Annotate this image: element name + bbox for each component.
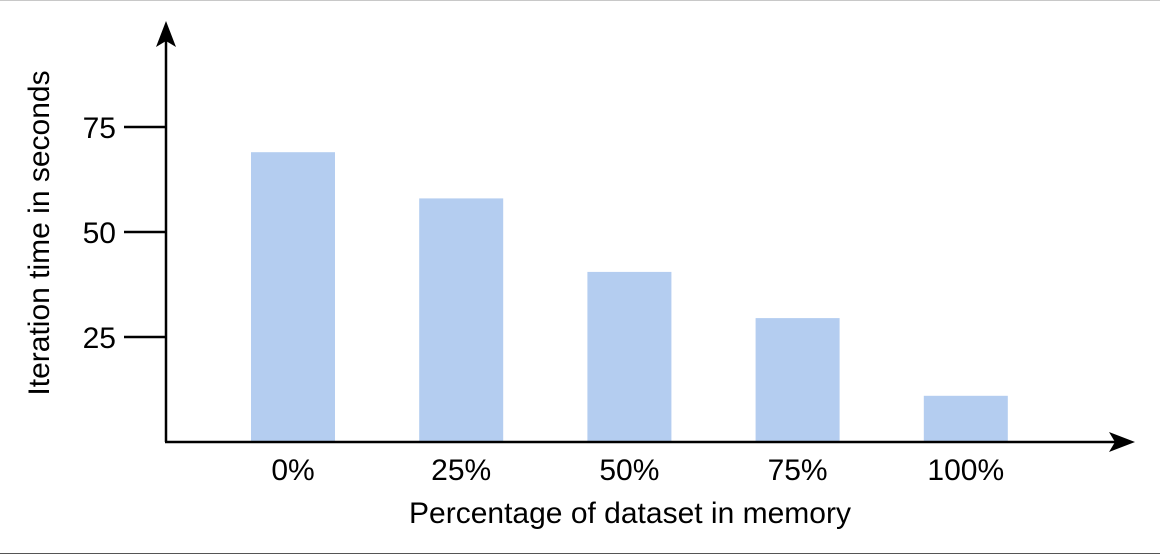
x-tick-label: 25% [431,454,491,487]
y-axis-label: Iteration time in seconds [23,70,56,395]
x-axis-arrow-icon [1109,432,1135,452]
y-tick-label: 25 [83,322,116,355]
x-axis-label: Percentage of dataset in memory [409,497,851,530]
x-tick-label: 0% [271,454,314,487]
y-axis-arrow-icon [156,21,176,47]
y-ticks-group: 25 50 75 [83,112,166,355]
bars-group [251,152,1008,442]
bar-0 [251,152,335,442]
x-tick-label: 75% [768,454,828,487]
y-tick-label: 75 [83,112,116,145]
x-tick-label: 50% [599,454,659,487]
bar-3 [755,318,840,442]
bar-4 [923,395,1008,442]
bar-2 [587,271,672,442]
y-tick-label: 50 [83,217,116,250]
x-ticks-group: 0% 25% 50% 75% 100% [271,454,1004,487]
bar-1 [419,198,504,442]
axes-group [156,21,1135,452]
x-tick-label: 100% [927,454,1004,487]
